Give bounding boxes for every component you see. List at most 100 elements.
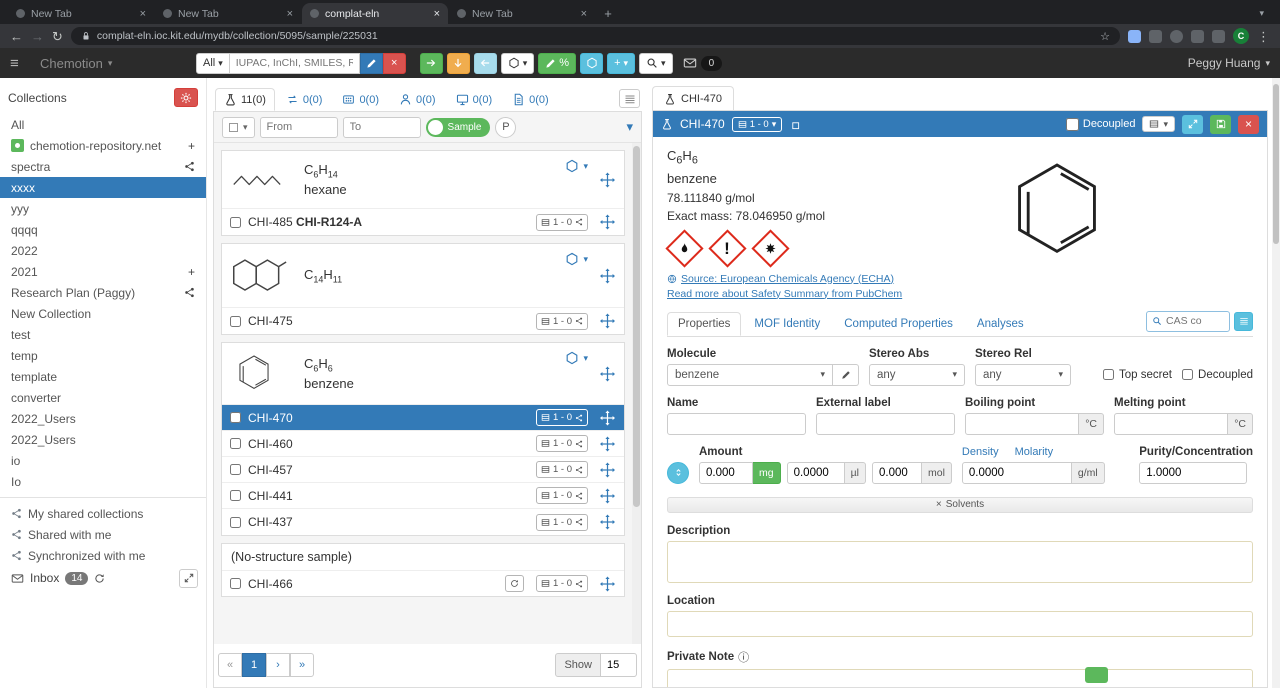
analyses-badge[interactable]: 1 - 0 [535, 487, 588, 504]
app-brand[interactable]: Chemotion ▾ [40, 56, 188, 71]
browser-tab-1[interactable]: New Tab × [8, 3, 154, 24]
sidebar-toggle-icon[interactable] [1212, 29, 1225, 43]
analyses-badge[interactable]: 1 - 0 [535, 575, 588, 592]
sidebar-item-qqqq[interactable]: qqqq [11, 222, 38, 237]
filter-to-input[interactable] [342, 116, 421, 138]
analyses-badge[interactable]: 1 - 0 [535, 513, 588, 531]
sidebar-item-template[interactable]: template [11, 369, 58, 384]
profile-avatar[interactable]: C [1233, 28, 1249, 44]
bookmark-star-icon[interactable]: ☆ [1100, 30, 1110, 43]
name-input[interactable] [667, 412, 806, 435]
sidebar-item-2022-users[interactable]: 2022_Users [11, 411, 76, 426]
reload-icon[interactable]: ↻ [52, 28, 63, 44]
boiling-point-input[interactable] [965, 412, 1080, 435]
amount-l-input[interactable] [786, 461, 845, 484]
forward-icon[interactable]: → [31, 28, 44, 44]
select-all-dropdown[interactable]: ▾ [222, 116, 255, 138]
fullscreen-button[interactable] [1182, 114, 1203, 134]
search-input[interactable] [229, 52, 360, 74]
back-icon[interactable]: ← [10, 28, 23, 44]
analyses-badge[interactable]: 1 - 0 [535, 213, 588, 231]
copy-icon[interactable] [789, 119, 800, 130]
report-button[interactable] [473, 52, 497, 74]
tab-close-icon[interactable]: × [139, 7, 146, 20]
page-next-button[interactable]: › [266, 653, 290, 677]
sidebar-item-temp[interactable]: temp [11, 348, 38, 363]
drag-move-icon[interactable] [600, 462, 615, 477]
translate-icon[interactable] [1128, 29, 1141, 43]
sample-row-chi-485[interactable]: CHI-485 CHI-R124-A 1 - 0 [222, 209, 624, 235]
tab-analyses[interactable]: Analyses [976, 317, 1024, 330]
scrollbar-thumb[interactable] [633, 146, 640, 507]
sidebar-item-new-collection[interactable]: New Collection [11, 306, 92, 321]
mg-unit-button[interactable]: mg [753, 461, 781, 484]
page-size-input[interactable] [601, 653, 637, 677]
filter-from-input[interactable] [259, 116, 338, 138]
sidebar-item-all[interactable]: All [11, 117, 25, 132]
sample-row-chi-475[interactable]: CHI-475 1 - 0 [222, 308, 624, 334]
expand-inbox-button[interactable] [179, 568, 198, 588]
add-collection-icon[interactable]: + [187, 138, 195, 153]
drag-move-icon[interactable] [600, 488, 615, 503]
export-button[interactable] [419, 52, 443, 74]
sample-row-chi-466[interactable]: CHI-466 1 - 0 [222, 570, 624, 596]
sample-row-chi-437[interactable]: CHI-437 1 - 0 [222, 509, 624, 535]
cas-search-input[interactable] [1166, 315, 1224, 328]
density-tab[interactable]: Density [961, 445, 999, 458]
feedback-button[interactable] [1085, 667, 1108, 683]
amount-mol-input[interactable] [871, 461, 922, 484]
list-scrollbar[interactable] [632, 143, 641, 644]
sidebar-item-yyy[interactable]: yyy [11, 201, 29, 216]
chevron-down-icon[interactable]: ▾ [583, 352, 588, 363]
sidebar-item-test[interactable]: test [11, 327, 31, 342]
inbox-row[interactable]: Inbox 14 [0, 566, 206, 590]
row-checkbox[interactable] [230, 438, 241, 449]
molarity-tab[interactable]: Molarity [1014, 445, 1054, 458]
drag-move-icon[interactable] [600, 576, 615, 591]
user-menu[interactable]: Peggy Huang ▾ [1188, 56, 1270, 70]
drag-move-icon[interactable] [600, 314, 615, 329]
location-textarea[interactable] [667, 610, 1253, 637]
page-first-button[interactable]: « [218, 653, 242, 677]
tab-mof-identity[interactable]: MOF Identity [754, 317, 821, 330]
molecule-header-c14h11[interactable]: C14H11 ▾ [222, 244, 624, 308]
tab-close-icon[interactable]: × [286, 7, 293, 20]
new-tab-button[interactable]: + [604, 6, 612, 21]
molecule-header-hexane[interactable]: C6H14 hexane ▾ [222, 151, 624, 209]
share-icon[interactable] [184, 287, 195, 298]
refresh-icon[interactable] [94, 573, 105, 584]
create-molecule-button[interactable] [580, 52, 604, 74]
sync-badge[interactable] [504, 575, 524, 592]
chevron-down-icon[interactable]: ▾ [583, 160, 588, 171]
stereo-rel-select[interactable]: any ▾ [975, 363, 1071, 386]
analyses-badge[interactable]: 1 - 0 [535, 409, 588, 426]
create-element-split-button[interactable]: + ▾ [607, 52, 636, 74]
molecule-hexagon-icon[interactable] [565, 159, 579, 173]
page-last-button[interactable]: » [290, 653, 314, 677]
density-input[interactable] [961, 461, 1072, 484]
page-scrollbar[interactable] [1272, 78, 1280, 688]
decoupled-header-toggle[interactable]: Decoupled [1065, 117, 1135, 131]
drag-move-icon[interactable] [600, 366, 615, 381]
tab-layout-button[interactable] [619, 89, 640, 108]
clear-search-button[interactable]: × [382, 52, 406, 74]
tab-wellplates[interactable]: 0(0) [333, 88, 388, 111]
sidebar-item-2022-users-2[interactable]: 2022_Users [11, 432, 76, 447]
row-checkbox[interactable] [230, 315, 241, 327]
drag-move-icon[interactable] [600, 410, 615, 425]
sample-group-toggle[interactable]: Sample [425, 117, 491, 137]
row-checkbox[interactable] [230, 578, 241, 589]
analyses-badge[interactable]: 1 - 0 ▾ [731, 116, 783, 132]
share-icon[interactable] [184, 161, 195, 172]
pubchem-safety-link[interactable]: Read more about Safety Summary from PubC… [667, 287, 903, 300]
publish-inbox-icon[interactable] [683, 56, 697, 70]
browser-tab-4[interactable]: New Tab × [449, 3, 595, 24]
tab-search-chevron-icon[interactable]: ▾ [1259, 8, 1264, 18]
row-checkbox[interactable] [230, 490, 241, 501]
drag-move-icon[interactable] [600, 172, 615, 187]
extension-icon[interactable] [1170, 29, 1183, 43]
sidebar-item-io-2[interactable]: Io [11, 474, 22, 489]
amount-g-input[interactable] [699, 461, 753, 484]
molecule-hexagon-icon[interactable] [565, 252, 579, 266]
analyses-badge[interactable]: 1 - 0 [535, 312, 588, 330]
